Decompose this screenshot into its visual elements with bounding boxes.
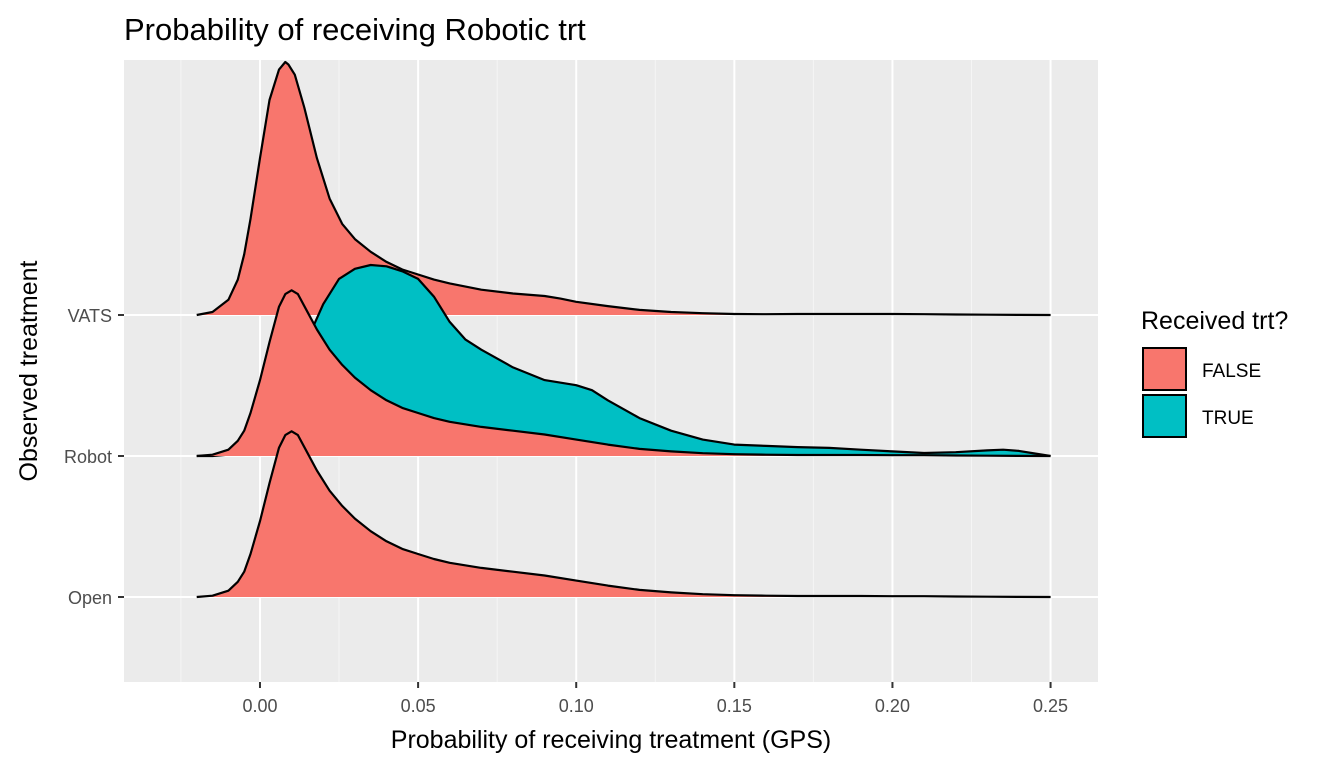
density-area-vats-false	[196, 62, 1051, 315]
x-tick-label: 0.05	[401, 696, 436, 716]
y-tick-label-open: Open	[68, 588, 112, 608]
density-area-robot-true	[196, 265, 1051, 456]
density-area-robot-false	[196, 290, 1051, 456]
density-line-open-false	[196, 430, 1051, 599]
legend: Received trt? FALSE TRUE	[1141, 307, 1288, 438]
chart-title: Probability of receiving Robotic trt	[124, 12, 586, 47]
legend-label-false: FALSE	[1202, 361, 1261, 382]
y-axis-ticks: Open Robot VATS	[64, 306, 124, 608]
y-tick-label-robot: Robot	[64, 447, 112, 467]
density-line-robot-false	[196, 289, 1051, 458]
x-tick-label: 0.00	[242, 696, 277, 716]
x-tick-label: 0.25	[1033, 696, 1068, 716]
x-axis-title: Probability of receiving treatment (GPS)	[391, 726, 831, 754]
x-axis-ticks: 0.00 0.05 0.10 0.15 0.20 0.25	[242, 682, 1068, 716]
x-tick-label: 0.10	[559, 696, 594, 716]
x-tick-label: 0.15	[717, 696, 752, 716]
density-line-vats-false	[196, 60, 1051, 317]
density-area-open-false	[196, 431, 1051, 597]
x-tick-label: 0.20	[875, 696, 910, 716]
y-tick-label-vats: VATS	[68, 306, 112, 326]
y-axis-title: Observed treatment	[15, 260, 43, 481]
density-areas	[196, 60, 1051, 599]
legend-title: Received trt?	[1141, 307, 1288, 335]
legend-swatch-true	[1142, 394, 1187, 438]
legend-swatch-false	[1142, 347, 1187, 391]
legend-label-true: TRUE	[1202, 408, 1254, 429]
